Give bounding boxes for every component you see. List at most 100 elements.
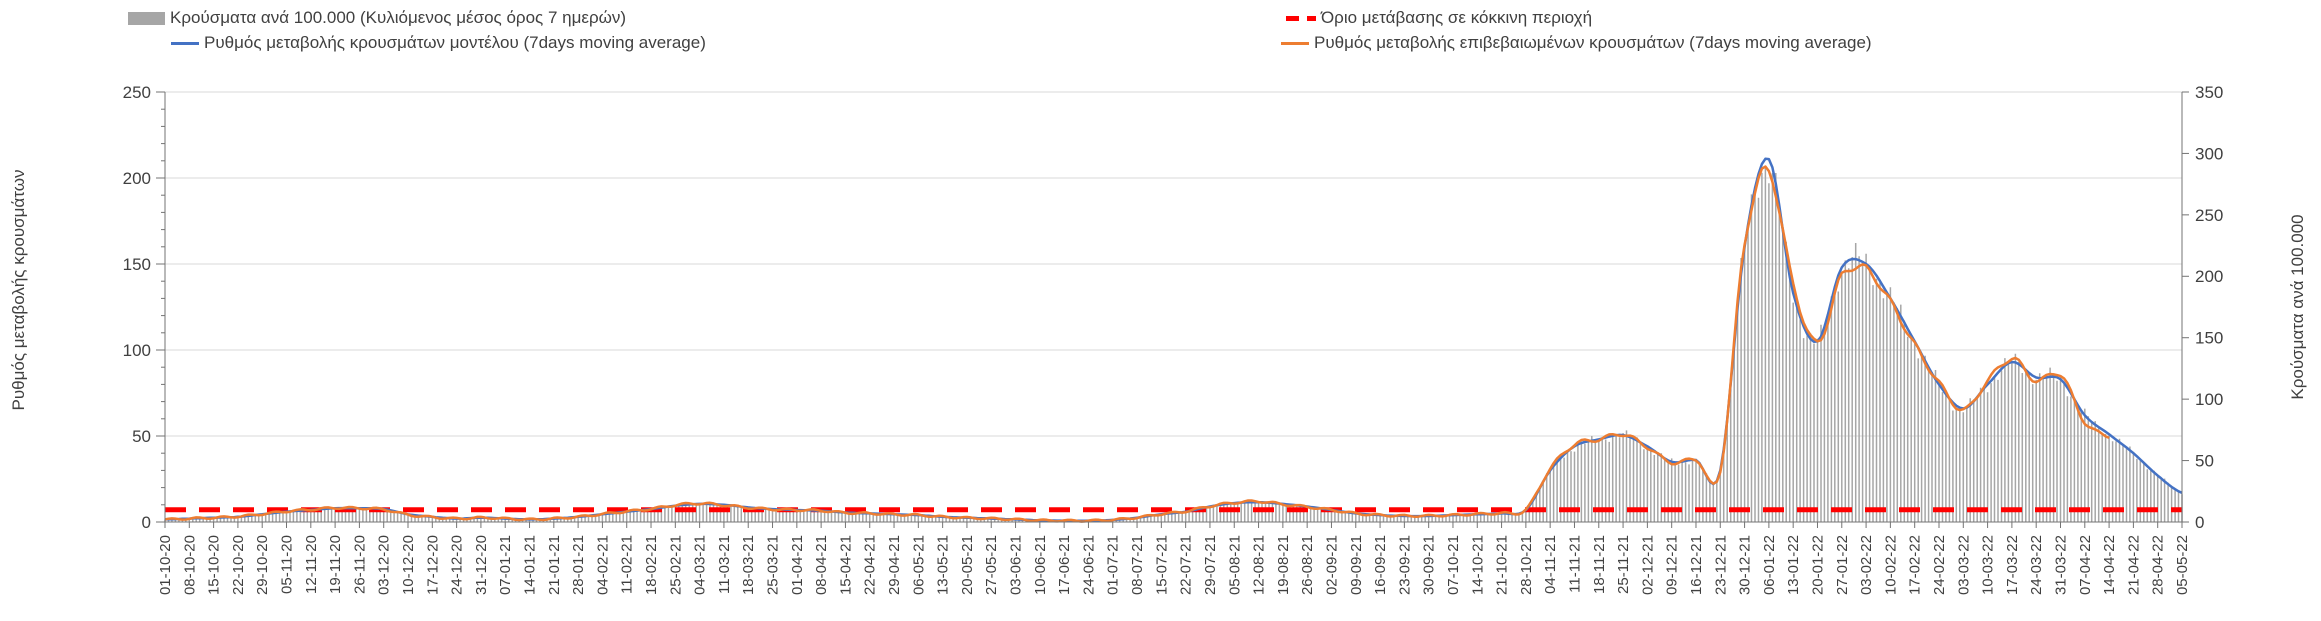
x-axis-tick-label: 07-01-21 — [497, 535, 514, 595]
legend-item-red-zone-threshold: Όριο μετάβασης σε κόκκινη περιοχή — [1286, 8, 1592, 28]
x-axis-tick-label: 05-05-22 — [2174, 535, 2191, 595]
left-axis-title: Ρυθμός μεταβολής κρουσμάτων — [9, 170, 28, 411]
x-axis-tick-label: 01-04-21 — [789, 535, 806, 595]
x-axis-tick-label: 25-02-21 — [667, 535, 684, 595]
x-axis-tick-label: 21-10-21 — [1494, 535, 1511, 595]
legend-item-model-rate: Ρυθμός μεταβολής κρουσμάτων μοντέλου (7d… — [171, 33, 706, 53]
right-axis-tick-label: 300 — [2195, 144, 2223, 163]
x-axis-tick-label: 06-05-21 — [910, 535, 927, 595]
left-axis-tick-labels: 0 50 100 150 200 250 — [123, 83, 151, 532]
x-axis-tick-label: 09-09-21 — [1348, 535, 1365, 595]
x-axis-tick-label: 10-02-22 — [1882, 535, 1899, 595]
x-axis-tick-label: 15-07-21 — [1153, 535, 1170, 595]
x-axis-tick-label: 27-01-22 — [1834, 535, 1851, 595]
x-axis-tick-label: 01-07-21 — [1105, 535, 1122, 595]
x-axis-tick-label: 15-10-20 — [206, 535, 223, 595]
x-axis-tick-label: 05-11-20 — [279, 535, 296, 594]
x-axis-tick-label: 08-07-21 — [1129, 535, 1146, 595]
x-axis-tick-label: 03-06-21 — [1008, 535, 1025, 595]
x-axis-tick-label: 04-03-21 — [692, 535, 709, 595]
legend-label: Όριο μετάβασης σε κόκκινη περιοχή — [1321, 8, 1593, 27]
confirmed-rate-line — [164, 165, 2110, 523]
x-axis-tick-label: 21-01-21 — [546, 535, 563, 595]
x-axis-tick-label: 31-12-20 — [473, 535, 490, 595]
x-axis-tick-label: 17-12-20 — [424, 535, 441, 595]
x-axis-tick-label: 22-10-20 — [230, 535, 247, 595]
x-axis-tick-label: 17-02-22 — [1907, 535, 1924, 595]
legend-item-confirmed-rate: Ρυθμός μεταβολής επιβεβαιωμένων κρουσμάτ… — [1281, 33, 1872, 53]
x-axis-tick-label: 26-11-20 — [351, 535, 368, 594]
legend-item-cases-per-100k: Κρούσματα ανά 100.000 (Κυλιόμενος μέσος … — [128, 8, 626, 28]
x-axis-tick-label: 26-08-21 — [1299, 535, 1316, 595]
x-axis-tick-label: 03-03-22 — [1955, 535, 1972, 595]
x-axis-tick-label: 15-04-21 — [837, 535, 854, 595]
x-axis-tick-label: 29-07-21 — [1202, 535, 1219, 595]
right-axis-tick-label: 250 — [2195, 206, 2223, 225]
left-axis-tick-label: 0 — [142, 513, 151, 532]
x-axis-tick-label: 31-03-22 — [2052, 535, 2069, 595]
bars-series — [164, 167, 2183, 522]
x-axis-tick-label: 17-03-22 — [2004, 535, 2021, 595]
x-axis-tick-label: 01-10-20 — [157, 535, 174, 595]
x-axis-tick-label: 08-04-21 — [813, 535, 830, 595]
bars-cases-per-100k — [164, 167, 2183, 522]
x-axis-tick-label: 21-04-22 — [2125, 535, 2142, 595]
x-axis-tick-label: 19-11-20 — [327, 535, 344, 594]
x-axis-tick-label: 29-04-21 — [886, 535, 903, 595]
legend-label: Ρυθμός μεταβολής κρουσμάτων μοντέλου (7d… — [204, 33, 706, 52]
left-axis-tick-label: 200 — [123, 169, 151, 188]
x-axis-tick-label: 16-09-21 — [1372, 535, 1389, 595]
x-axis-tick-label: 22-04-21 — [862, 535, 879, 595]
x-axis-tick-label: 19-08-21 — [1275, 535, 1292, 595]
x-axis-tick-label: 07-10-21 — [1445, 535, 1462, 595]
x-axis-tick-label: 07-04-22 — [2077, 535, 2094, 595]
x-axis-tick-label: 27-05-21 — [983, 535, 1000, 595]
x-axis-tick-label: 23-09-21 — [1396, 535, 1413, 595]
x-axis-tick-label: 17-06-21 — [1056, 535, 1073, 595]
x-axis-tick-label: 22-07-21 — [1178, 535, 1195, 595]
right-axis-tick-label: 350 — [2195, 83, 2223, 102]
axis-titles: Ρυθμός μεταβολής κρουσμάτων Κρούσματα ανά… — [9, 170, 2307, 411]
x-axis-tick-labels: 01-10-20 08-10-20 15-10-20 22-10-20 29-10-20… — [157, 535, 2191, 595]
x-axis-tick-label: 30-12-21 — [1737, 535, 1754, 595]
x-axis-tick-label: 06-01-22 — [1761, 535, 1778, 595]
legend-label: Ρυθμός μεταβολής επιβεβαιωμένων κρουσμάτ… — [1314, 33, 1872, 52]
right-axis-tick-labels: 0 50 100 150 200 250 300 350 — [2195, 83, 2223, 532]
right-axis-tick-label: 50 — [2195, 452, 2214, 471]
x-axis-tick-label: 14-01-21 — [522, 535, 539, 595]
x-axis-tick-label: 10-03-22 — [1980, 535, 1997, 595]
x-axis-tick-label: 24-12-20 — [449, 535, 466, 595]
right-axis-tick-label: 100 — [2195, 390, 2223, 409]
x-axis-tick-label: 28-10-21 — [1518, 535, 1535, 595]
x-axis-tick-label: 18-02-21 — [643, 535, 660, 595]
x-axis-tick-label: 12-08-21 — [1251, 535, 1268, 595]
x-axis-tick-label: 28-04-22 — [2150, 535, 2167, 595]
x-axis-tick-label: 03-12-20 — [376, 535, 393, 595]
blue-line-swatch-icon — [171, 41, 199, 45]
x-axis-tick-label: 13-05-21 — [935, 535, 952, 595]
left-axis-tick-label: 150 — [123, 255, 151, 274]
x-axis-tick-label: 14-10-21 — [1469, 535, 1486, 595]
x-axis-tick-label: 08-10-20 — [181, 535, 198, 595]
x-axis-tick-label: 03-02-22 — [1858, 535, 1875, 595]
x-axis-tick-label: 23-12-21 — [1712, 535, 1729, 595]
left-axis-tick-label: 50 — [132, 427, 151, 446]
x-axis-tick-label: 11-11-21 — [1566, 535, 1583, 593]
x-axis-tick-label: 02-12-21 — [1639, 535, 1656, 595]
x-axis-tick-label: 16-12-21 — [1688, 535, 1705, 595]
x-axis-tick-label: 05-08-21 — [1226, 535, 1243, 595]
x-axis-tick-label: 14-04-22 — [2101, 535, 2118, 595]
left-axis-tick-label: 100 — [123, 341, 151, 360]
x-axis-tick-label: 11-02-21 — [619, 535, 636, 594]
x-axis-tick-label: 25-03-21 — [765, 535, 782, 595]
bar-swatch-icon — [128, 11, 165, 25]
x-axis-tick-label: 04-02-21 — [594, 535, 611, 595]
dashed-line-swatch-icon — [1286, 15, 1316, 21]
right-axis-tick-label: 200 — [2195, 267, 2223, 286]
x-axis-tick-label: 18-03-21 — [740, 535, 757, 595]
legend-label: Κρούσματα ανά 100.000 (Κυλιόμενος μέσος … — [170, 8, 627, 27]
confirmed-rate-line — [164, 165, 2110, 523]
x-axis-tick-label: 09-12-21 — [1664, 535, 1681, 595]
